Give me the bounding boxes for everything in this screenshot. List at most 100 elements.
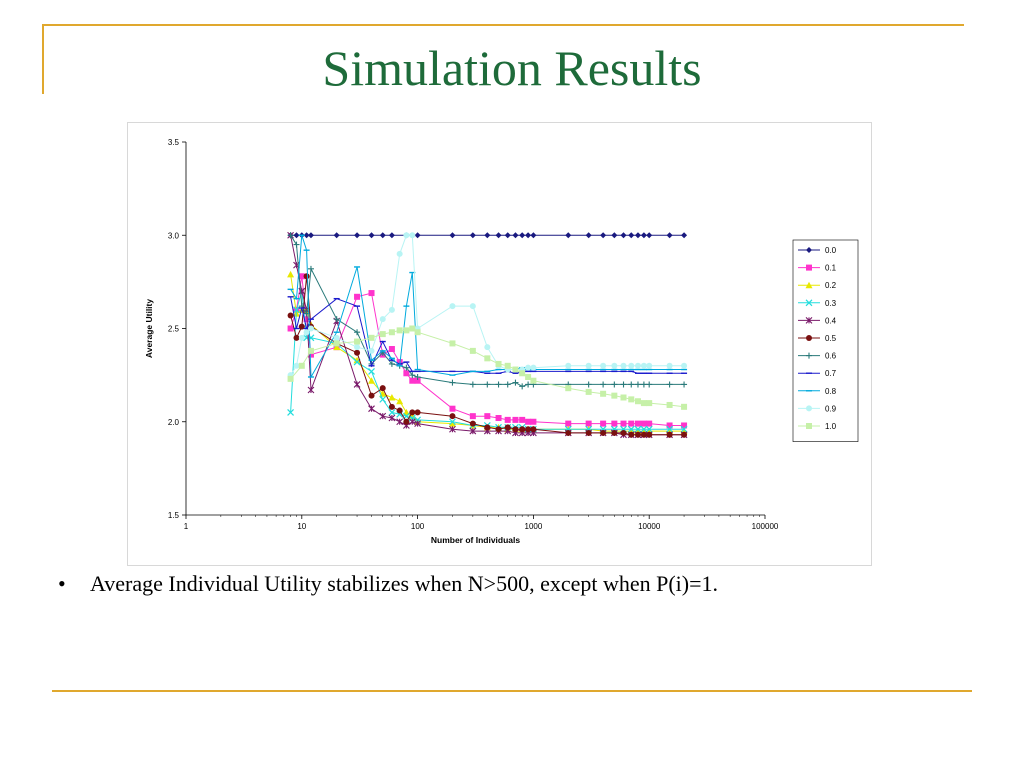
y-tick-label: 3.0 xyxy=(168,231,180,240)
data-point-0.9 xyxy=(303,329,310,336)
data-point-0.0 xyxy=(354,232,361,239)
data-point-0.5 xyxy=(525,426,532,433)
legend-swatch-marker xyxy=(806,247,812,253)
data-point-0.5 xyxy=(388,403,395,410)
data-point-0.1 xyxy=(354,293,361,300)
data-point-1.0 xyxy=(634,398,641,405)
legend-label: 0.7 xyxy=(825,369,837,378)
data-point-0.9 xyxy=(585,362,592,369)
data-point-0.3 xyxy=(627,425,635,433)
data-point-0.3 xyxy=(379,395,387,403)
data-point-0.0 xyxy=(504,232,511,239)
x-tick-label: 1 xyxy=(184,522,189,531)
data-point-0.0 xyxy=(484,232,491,239)
data-point-0.9 xyxy=(333,334,340,341)
data-point-0.0 xyxy=(449,232,456,239)
data-point-0.1 xyxy=(666,422,673,429)
data-point-0.5 xyxy=(287,312,294,319)
data-point-0.9 xyxy=(681,362,688,369)
legend-label: 0.0 xyxy=(825,246,837,255)
data-point-0.5 xyxy=(414,409,421,416)
frame-left-rule xyxy=(42,24,44,94)
legend-label: 0.4 xyxy=(825,316,837,325)
data-point-0.0 xyxy=(585,232,592,239)
data-point-0.5 xyxy=(504,424,511,431)
data-point-0.3 xyxy=(666,425,674,433)
frame-top-rule xyxy=(42,24,964,26)
data-point-0.1 xyxy=(388,346,395,353)
data-point-0.4 xyxy=(307,386,315,394)
data-point-0.1 xyxy=(611,420,618,427)
data-point-0.0 xyxy=(293,232,300,239)
data-point-0.5 xyxy=(611,429,618,436)
data-point-1.0 xyxy=(504,362,511,369)
data-point-0.3 xyxy=(640,425,648,433)
data-point-0.1 xyxy=(640,420,647,427)
data-point-0.6 xyxy=(484,381,491,388)
y-tick-label: 3.5 xyxy=(168,138,180,147)
data-point-0.5 xyxy=(530,426,537,433)
data-point-0.3 xyxy=(680,425,688,433)
data-point-1.0 xyxy=(681,403,688,410)
data-point-0.5 xyxy=(585,429,592,436)
bullet-marker: • xyxy=(58,571,66,596)
data-point-0.6 xyxy=(666,381,673,388)
data-point-0.1 xyxy=(681,422,688,429)
data-point-0.0 xyxy=(646,232,653,239)
x-tick-label: 100000 xyxy=(752,522,779,531)
series-line-0.8 xyxy=(290,235,685,379)
data-point-0.6 xyxy=(403,364,410,371)
data-point-1.0 xyxy=(519,370,526,377)
data-point-0.3 xyxy=(645,425,653,433)
data-point-0.2 xyxy=(448,420,456,427)
data-point-0.5 xyxy=(565,429,572,436)
legend-label: 0.3 xyxy=(825,299,837,308)
data-point-0.6 xyxy=(388,360,395,367)
legend-label: 0.1 xyxy=(825,264,837,273)
y-tick-label: 2.0 xyxy=(168,418,180,427)
data-point-0.1 xyxy=(484,413,491,420)
data-point-1.0 xyxy=(646,400,653,407)
data-point-0.6 xyxy=(620,381,627,388)
data-point-1.0 xyxy=(379,331,386,338)
data-point-0.1 xyxy=(403,370,410,377)
data-point-0.0 xyxy=(388,232,395,239)
data-point-0.0 xyxy=(379,232,386,239)
data-point-0.0 xyxy=(530,232,537,239)
data-point-0.1 xyxy=(298,273,305,280)
y-axis-title: Average Utility xyxy=(144,299,154,358)
data-point-0.6 xyxy=(354,329,361,336)
data-point-1.0 xyxy=(565,385,572,392)
data-point-0.9 xyxy=(388,306,395,313)
data-point-0.9 xyxy=(379,316,386,323)
data-point-1.0 xyxy=(600,390,607,397)
data-point-0.1 xyxy=(634,420,641,427)
data-point-0.0 xyxy=(681,232,688,239)
data-point-0.9 xyxy=(646,362,653,369)
data-point-0.4 xyxy=(408,418,416,426)
data-point-0.6 xyxy=(512,379,519,386)
x-tick-label: 1000 xyxy=(525,522,543,531)
legend-swatch-marker xyxy=(805,317,813,324)
data-point-0.6 xyxy=(293,241,300,248)
data-point-1.0 xyxy=(585,388,592,395)
data-point-0.9 xyxy=(368,347,375,354)
data-point-0.2 xyxy=(287,270,295,278)
data-point-0.6 xyxy=(525,381,532,388)
x-axis-title: Number of Individuals xyxy=(431,535,521,545)
data-point-0.6 xyxy=(634,381,641,388)
data-point-0.4 xyxy=(379,412,387,420)
series-line-0.5 xyxy=(290,276,685,436)
data-point-0.5 xyxy=(449,413,456,420)
data-point-0.9 xyxy=(396,250,403,257)
data-point-0.6 xyxy=(287,232,294,239)
legend-label: 0.9 xyxy=(825,404,837,413)
data-point-0.1 xyxy=(495,415,502,422)
data-point-0.4 xyxy=(449,425,456,433)
data-point-0.9 xyxy=(293,362,300,369)
data-point-0.0 xyxy=(611,232,618,239)
data-point-0.6 xyxy=(495,381,502,388)
data-point-0.5 xyxy=(368,392,375,399)
data-point-1.0 xyxy=(512,366,519,373)
bullet-text: Average Individual Utility stabilizes wh… xyxy=(90,571,719,596)
